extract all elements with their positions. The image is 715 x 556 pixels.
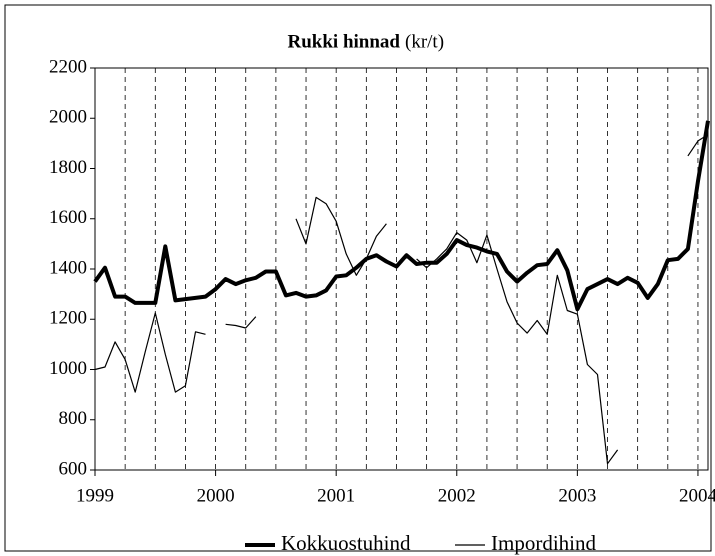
chart-title-unit: (kr/t) (405, 31, 444, 52)
y-tick-label: 600 (59, 458, 88, 479)
series-line (94, 134, 709, 465)
legend-label: Kokkuostuhind (281, 531, 411, 555)
series-line (93, 120, 710, 312)
x-tick-label: 2003 (558, 485, 596, 506)
y-tick-label: 1600 (49, 207, 87, 228)
chart-title: Rukki hinnad (288, 31, 401, 52)
y-tick-label: 1400 (49, 257, 87, 278)
x-tick-label: 2000 (197, 485, 235, 506)
x-tick-label: 2002 (438, 485, 476, 506)
y-tick-label: 800 (59, 408, 88, 429)
x-tick-label: 1999 (76, 485, 114, 506)
y-tick-label: 1200 (49, 308, 87, 329)
y-tick-label: 2000 (49, 107, 87, 128)
legend-label: Impordihind (491, 531, 596, 555)
y-tick-label: 1000 (49, 358, 87, 379)
x-tick-label: 2004 (679, 485, 715, 506)
y-tick-label: 1800 (49, 157, 87, 178)
x-tick-label: 2001 (317, 485, 355, 506)
y-tick-label: 2200 (49, 56, 87, 77)
chart-frame (4, 4, 712, 552)
